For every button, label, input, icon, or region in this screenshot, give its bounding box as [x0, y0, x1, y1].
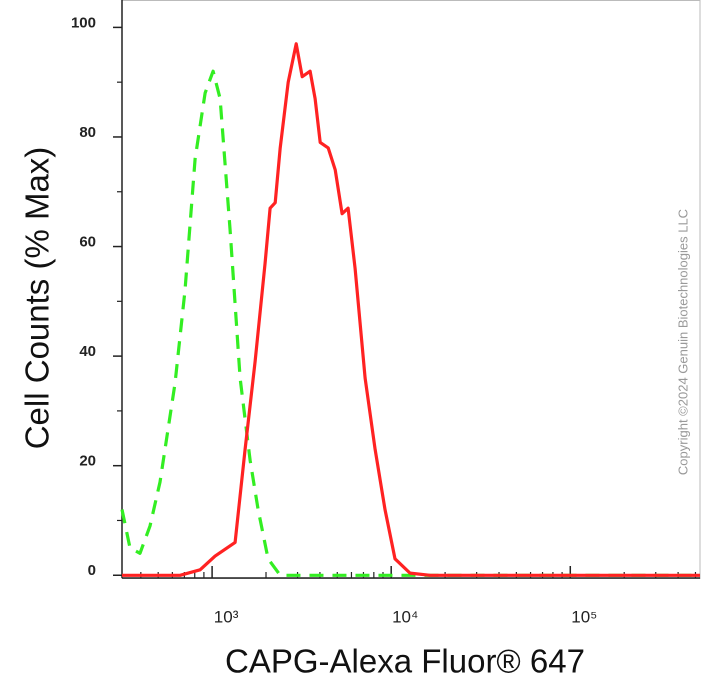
x-tick-label: 10³ — [214, 607, 239, 626]
y-tick-label: 60 — [79, 234, 96, 251]
y-tick-label: 40 — [79, 343, 96, 360]
plot-frame — [121, 0, 701, 579]
x-tick-label: 10⁴ — [392, 607, 418, 626]
y-tick-label: 20 — [79, 453, 96, 470]
y-tick-label: 0 — [88, 562, 96, 579]
y-tick-label: 80 — [79, 124, 96, 141]
y-axis-label: Cell Counts (% Max) — [19, 147, 56, 450]
dashed-histogram-line — [120, 69, 700, 577]
x-tick-label: 10⁵ — [571, 607, 597, 626]
histogram-line — [122, 42, 700, 577]
watermark: Copyright ©2024 Genuin Biotechnologies L… — [675, 209, 690, 475]
x-axis-label: CAPG-Alexa Fluor® 647 — [225, 643, 585, 680]
y-tick-label: 100 — [71, 14, 96, 31]
